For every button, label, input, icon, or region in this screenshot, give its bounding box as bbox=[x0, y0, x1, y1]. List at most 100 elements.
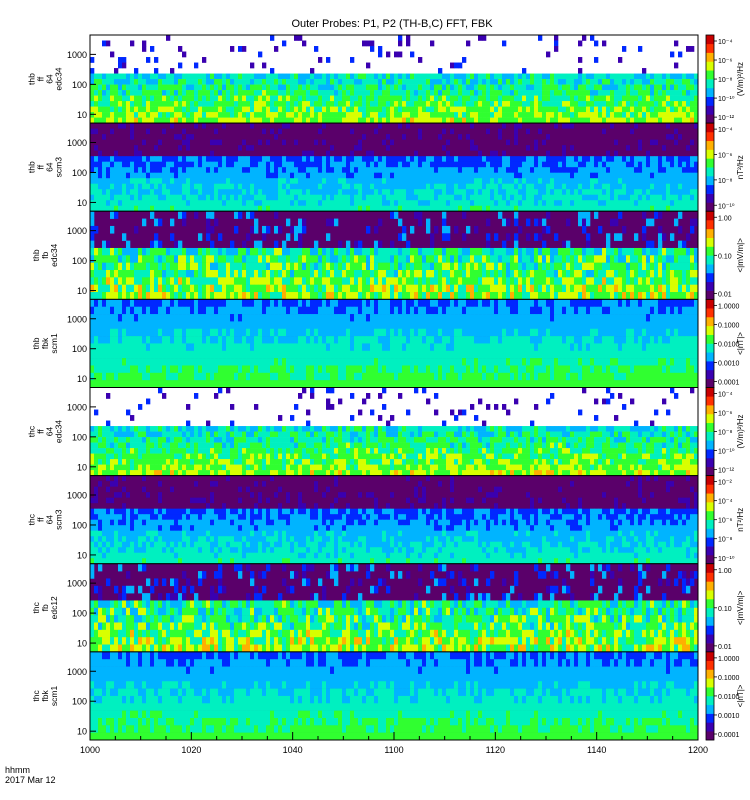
colorbar-segment bbox=[706, 255, 714, 265]
ylabel-line: scm3 bbox=[54, 509, 64, 530]
colorbar-segment bbox=[706, 317, 714, 327]
colorbar-unit-label: nT²/Hz bbox=[736, 508, 745, 532]
colorbar-tick-label: 10⁻¹⁰ bbox=[718, 448, 735, 456]
colorbar-segment bbox=[706, 114, 714, 124]
heatmap-cells bbox=[90, 651, 699, 741]
colorbar-segment bbox=[706, 264, 714, 274]
colorbar-segment bbox=[706, 149, 714, 159]
colorbar-segment bbox=[706, 458, 714, 468]
colorbar-segment bbox=[706, 334, 714, 344]
colorbar-unit-label: <|nT|> bbox=[736, 684, 745, 707]
colorbar-segment bbox=[706, 616, 714, 626]
ylabel-line: scm1 bbox=[49, 333, 59, 354]
colorbar-tick-label: 10⁻⁶ bbox=[718, 153, 732, 160]
y-tick-label: 10 bbox=[77, 110, 87, 120]
ylabel-line: edc34 bbox=[49, 243, 59, 266]
colorbar-segment bbox=[706, 343, 714, 353]
colorbar-segment bbox=[706, 61, 714, 71]
x-tick-label: 1020 bbox=[181, 745, 201, 755]
colorbar-tick-label: 10⁻¹⁰ bbox=[718, 202, 735, 210]
colorbar-segment bbox=[706, 378, 714, 388]
colorbar-tick-label: 0.0001 bbox=[718, 380, 740, 387]
ylabel-line: 64 bbox=[45, 427, 55, 437]
x-tick-label: 1000 bbox=[80, 745, 100, 755]
panel-ylabel: thc ff 64 scm3 bbox=[27, 509, 64, 530]
colorbar-segment bbox=[706, 572, 714, 582]
colorbar-segment bbox=[706, 660, 714, 670]
y-tick-label: 100 bbox=[72, 520, 87, 530]
ylabel-line: thc bbox=[31, 601, 41, 613]
colorbar-unit-label: (V/m)²/Hz bbox=[736, 414, 745, 448]
ylabel-line: ff bbox=[36, 76, 46, 81]
y-tick-label: 100 bbox=[72, 80, 87, 90]
ylabel-line: ff bbox=[36, 164, 46, 169]
y-tick-label: 100 bbox=[72, 168, 87, 178]
panel-4: 1000 100 10 thb fbk scm1 1.0000 0.1000 0.0100 0.0… bbox=[31, 298, 745, 388]
colorbar-segment bbox=[706, 537, 714, 547]
ylabel-line: edc12 bbox=[49, 596, 59, 619]
ylabel-line: 64 bbox=[45, 162, 55, 172]
colorbar-segment bbox=[706, 281, 714, 291]
colorbar: 1.0000 0.1000 0.0100 0.0010 0.0001 <|nT|> bbox=[705, 298, 745, 388]
heatmap-cells bbox=[90, 475, 699, 565]
ylabel-line: fbk bbox=[40, 337, 50, 349]
colorbar-segment bbox=[706, 722, 714, 732]
ylabel-line: thc bbox=[27, 513, 37, 525]
colorbar-segment bbox=[706, 140, 714, 150]
colorbar-segment bbox=[706, 607, 714, 617]
ylabel-line: ff bbox=[36, 517, 46, 522]
colorbar-unit-label: <|mV/m|> bbox=[736, 590, 745, 625]
colorbar-segment bbox=[706, 299, 714, 309]
colorbar-segment bbox=[706, 387, 714, 397]
y-tick-label: 100 bbox=[72, 344, 87, 354]
y-tick-label: 1000 bbox=[67, 491, 87, 501]
heatmap-cells bbox=[90, 299, 699, 388]
colorbar-tick-label: 0.1000 bbox=[718, 675, 740, 682]
colorbar-segment bbox=[706, 228, 714, 238]
y-tick-label: 10 bbox=[77, 727, 87, 737]
colorbar-tick-label: 10⁻⁸ bbox=[718, 178, 732, 185]
ylabel-line: thb bbox=[27, 161, 37, 173]
colorbar-segment bbox=[706, 687, 714, 697]
colorbar-tick-label: 1.00 bbox=[718, 568, 732, 575]
ylabel-line: edc34 bbox=[54, 67, 64, 90]
colorbar-segment bbox=[706, 695, 714, 706]
ylabel-line: 64 bbox=[45, 74, 55, 84]
ylabel-line: 64 bbox=[45, 515, 55, 525]
colorbar-segment bbox=[706, 643, 714, 653]
y-tick-label: 10 bbox=[77, 286, 87, 296]
colorbar-tick-label: 10⁻¹⁰ bbox=[718, 95, 735, 103]
colorbar-segment bbox=[706, 35, 714, 45]
figure-title: Outer Probes: P1, P2 (TH-B,C) FFT, FBK bbox=[291, 18, 493, 30]
colorbar-tick-label: 1.0000 bbox=[718, 656, 740, 663]
colorbar-tick-label: 0.10 bbox=[718, 253, 732, 260]
colorbar-segment bbox=[706, 246, 714, 256]
colorbar-segment bbox=[706, 369, 714, 379]
colorbar-tick-label: 10⁻⁸ bbox=[718, 537, 732, 544]
panel-3: 1000 100 10 thb fb edc34 1.00 0.10 0.01 <|mV/m|> bbox=[31, 210, 745, 300]
colorbar-tick-label: 0.0100 bbox=[718, 341, 740, 348]
colorbar-segment bbox=[706, 493, 714, 503]
y-tick-label: 1000 bbox=[67, 402, 87, 412]
heatmap-cells bbox=[90, 387, 699, 476]
colorbar-segment bbox=[706, 502, 714, 512]
panel-ylabel: thb fb edc34 bbox=[31, 243, 59, 266]
panel-7: 1000 100 10 thc fb edc12 1.00 0.10 0.01 <|mV/m|> bbox=[31, 563, 745, 653]
colorbar-tick-label: 10⁻⁶ bbox=[718, 518, 732, 525]
y-tick-label: 1000 bbox=[67, 579, 87, 589]
colorbar: 10⁻² 10⁻⁴ 10⁻⁶ 10⁻⁸ 10⁻¹⁰ nT²/Hz bbox=[705, 475, 745, 565]
y-tick-label: 100 bbox=[72, 432, 87, 442]
panel-ylabel: thb ff 64 scm3 bbox=[27, 157, 64, 178]
ylabel-line: edc34 bbox=[54, 420, 64, 443]
colorbar: 10⁻⁴ 10⁻⁶ 10⁻⁸ 10⁻¹⁰ 10⁻¹² (V/m)²/Hz bbox=[705, 34, 745, 124]
colorbar-segment bbox=[706, 405, 714, 415]
ylabel-line: thb bbox=[27, 73, 37, 85]
colorbar-segment bbox=[706, 510, 714, 520]
colorbar-segment bbox=[706, 554, 714, 565]
colorbar: 10⁻⁴ 10⁻⁶ 10⁻⁸ 10⁻¹⁰ 10⁻¹² (V/m)²/Hz bbox=[705, 387, 745, 477]
colorbar-unit-label: <|mV/m|> bbox=[736, 238, 745, 273]
colorbar-segment bbox=[706, 202, 714, 212]
colorbar-segment bbox=[706, 87, 714, 97]
colorbar-tick-label: 10⁻⁴ bbox=[718, 499, 733, 506]
